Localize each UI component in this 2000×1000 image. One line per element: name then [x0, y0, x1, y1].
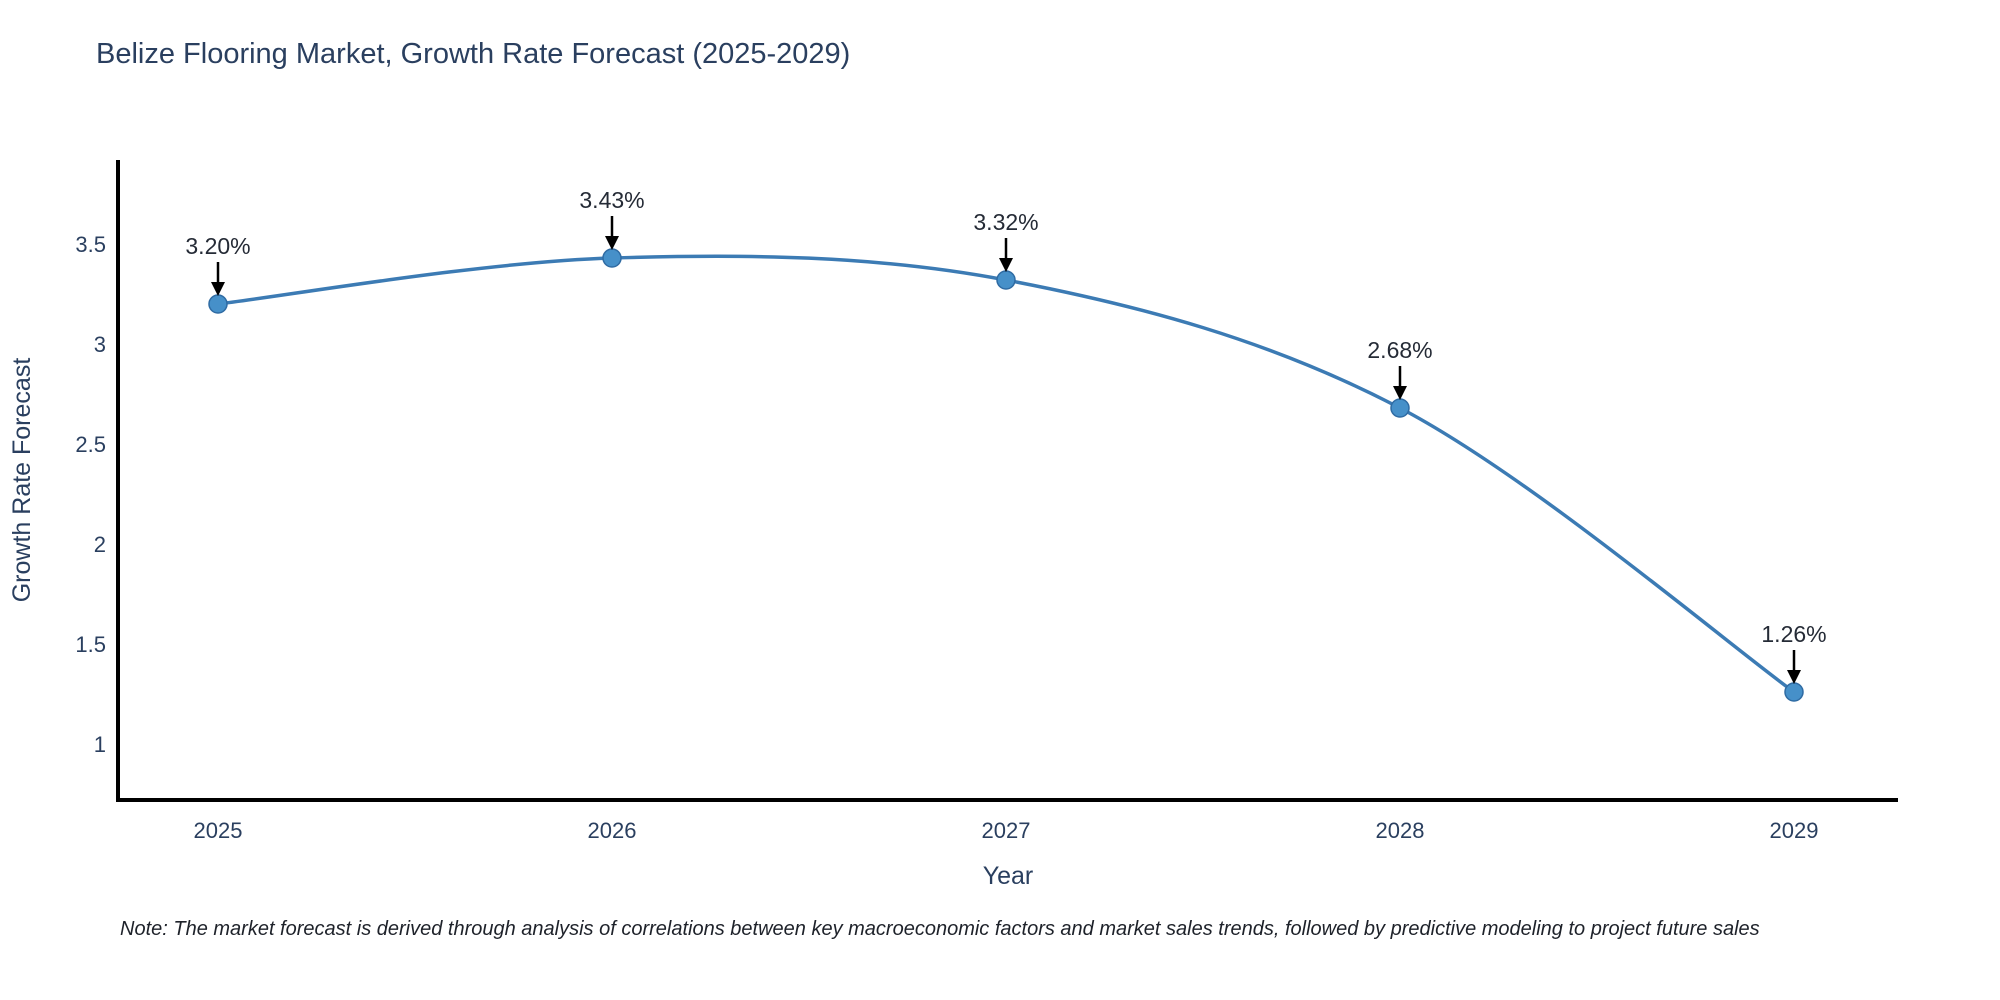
y-tick-label: 1.5 [75, 632, 106, 657]
data-point-marker[interactable] [208, 294, 228, 314]
x-tick-label: 2026 [588, 818, 637, 843]
y-axis-title: Growth Rate Forecast [8, 358, 36, 603]
y-tick-label: 2.5 [75, 432, 106, 457]
chart-title: Belize Flooring Market, Growth Rate Fore… [96, 38, 851, 70]
data-point-marker[interactable] [1390, 398, 1410, 418]
y-tick-label: 2 [94, 532, 106, 557]
annotation-arrow-head [1787, 670, 1801, 684]
data-point-label: 3.32% [973, 209, 1038, 235]
data-point-label: 2.68% [1367, 337, 1432, 363]
y-tick-label: 3.5 [75, 232, 106, 257]
x-tick-label: 2027 [982, 818, 1031, 843]
data-point-marker[interactable] [602, 248, 622, 268]
forecast-line [217, 254, 1796, 694]
y-tick-label: 1 [94, 732, 106, 757]
x-tick-label: 2029 [1770, 818, 1819, 843]
annotation-arrow-head [999, 258, 1013, 272]
x-tick-label: 2028 [1376, 818, 1425, 843]
y-tick-label: 3 [94, 332, 106, 357]
annotation-arrow-head [1393, 386, 1407, 400]
x-axis-title: Year [983, 862, 1034, 890]
annotation-arrow-head [605, 236, 619, 250]
data-point-label: 1.26% [1761, 621, 1826, 647]
data-point-marker[interactable] [1784, 682, 1804, 702]
x-tick-label: 2025 [194, 818, 243, 843]
data-point-marker[interactable] [996, 270, 1016, 290]
chart-footnote: Note: The market forecast is derived thr… [120, 918, 1760, 940]
data-point-label: 3.43% [579, 187, 644, 213]
annotation-arrow-head [211, 282, 225, 296]
data-point-label: 3.20% [185, 233, 250, 259]
